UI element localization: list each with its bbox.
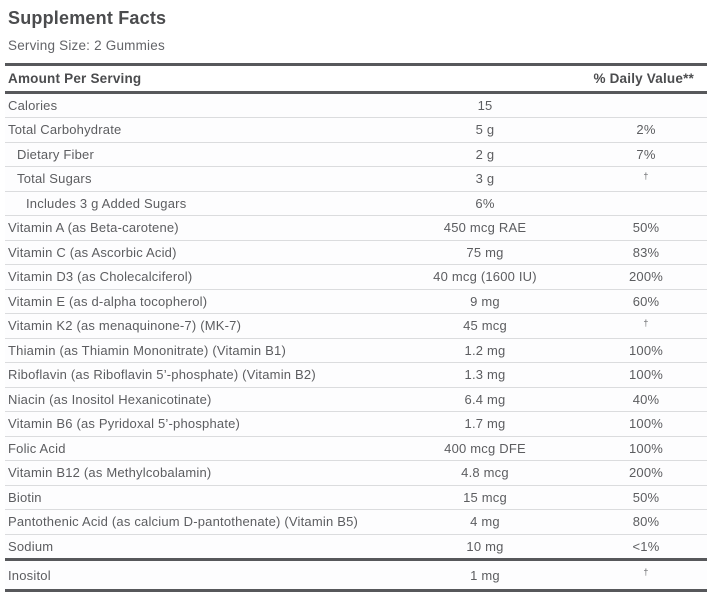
nutrient-daily-value: † xyxy=(643,567,649,578)
nutrient-amount: 6.4 mg xyxy=(464,391,506,407)
serving-size-text: Serving Size: 2 Gummies xyxy=(8,37,165,53)
nutrient-name: Vitamin B12 (as Methylcobalamin) xyxy=(8,465,212,481)
nutrient-daily-value: 83% xyxy=(632,244,660,260)
nutrient-daily-value: 60% xyxy=(632,293,660,309)
table-body: Calories 15 Total Carbohydrate 5 g 2% Di… xyxy=(5,93,707,593)
nutrient-amount: 9 mg xyxy=(470,293,500,309)
nutrient-daily-value: † xyxy=(643,317,649,328)
table-row: Niacin (as Inositol Hexanicotinate) 6.4 … xyxy=(5,387,707,413)
nutrient-daily-value: <1% xyxy=(632,538,660,554)
nutrient-name: Vitamin D3 (as Cholecalciferol) xyxy=(8,269,193,285)
table-row: Pantothenic Acid (as calcium D-pantothen… xyxy=(5,510,707,535)
nutrient-name: Vitamin C (as Ascorbic Acid) xyxy=(8,244,177,260)
nutrient-daily-value: 50% xyxy=(632,489,660,505)
table-row: Dietary Fiber 2 g 7% xyxy=(5,142,707,168)
nutrient-daily-value: 40% xyxy=(632,391,660,407)
nutrient-amount: 6% xyxy=(475,195,495,211)
column-header-daily-value: % Daily Value** xyxy=(593,70,694,86)
table-row: Vitamin D3 (as Cholecalciferol) 40 mcg (… xyxy=(5,265,707,290)
nutrient-name: Includes 3 g Added Sugars xyxy=(26,195,187,211)
nutrient-name: Vitamin B6 (as Pyridoxal 5’-phosphate) xyxy=(8,416,241,432)
nutrient-name: Vitamin A (as Beta-carotene) xyxy=(8,220,179,236)
table-row: Vitamin B12 (as Methylcobalamin) 4.8 mcg… xyxy=(5,461,707,486)
nutrient-name: Pantothenic Acid (as calcium D-pantothen… xyxy=(8,514,359,530)
nutrient-daily-value: 100% xyxy=(628,416,664,432)
nutrient-amount: 15 mcg xyxy=(463,489,507,505)
table-row: Vitamin A (as Beta-carotene) 450 mcg RAE… xyxy=(5,216,707,241)
nutrient-amount: 1 mg xyxy=(470,567,500,583)
nutrient-daily-value: 80% xyxy=(632,514,660,530)
nutrient-name: Vitamin K2 (as menaquinone-7) (MK-7) xyxy=(8,318,242,334)
nutrient-daily-value: 2% xyxy=(636,122,656,138)
nutrient-name: Riboflavin (as Riboflavin 5’-phosphate) … xyxy=(8,367,316,383)
nutrient-amount: 4.8 mcg xyxy=(461,465,509,481)
table-row: Vitamin E (as d-alpha tocopherol) 9 mg 6… xyxy=(5,289,707,315)
nutrient-name: Thiamin (as Thiamin Mononitrate) (Vitami… xyxy=(8,342,287,358)
nutrient-amount: 5 g xyxy=(475,122,495,138)
nutrient-daily-value: 100% xyxy=(628,342,664,358)
nutrient-daily-value: 50% xyxy=(632,220,660,236)
table-row: Vitamin K2 (as menaquinone-7) (MK-7) 45 … xyxy=(5,314,707,339)
nutrient-amount: 40 mcg (1600 IU) xyxy=(433,269,537,285)
table-row: Thiamin (as Thiamin Mononitrate) (Vitami… xyxy=(5,338,707,364)
nutrient-name: Total Sugars xyxy=(17,171,92,187)
table-row: Sodium 10 mg <1% xyxy=(5,534,707,562)
nutrient-name: Biotin xyxy=(8,489,42,505)
nutrient-name: Calories xyxy=(8,97,58,113)
title-block: Supplement Facts Serving Size: 2 Gummies xyxy=(0,0,711,53)
nutrient-name: Sodium xyxy=(8,538,54,554)
nutrient-daily-value: 100% xyxy=(628,440,664,456)
nutrient-name: Folic Acid xyxy=(8,440,66,456)
table-row: Vitamin C (as Ascorbic Acid) 75 mg 83% xyxy=(5,240,707,266)
nutrient-daily-value: † xyxy=(643,170,649,181)
nutrient-amount: 1.3 mg xyxy=(464,367,506,383)
nutrient-name: Total Carbohydrate xyxy=(8,122,122,138)
column-header-amount-per-serving: Amount Per Serving xyxy=(8,70,142,86)
nutrient-daily-value: 100% xyxy=(628,367,664,383)
table-row: Inositol 1 mg † xyxy=(5,561,707,593)
nutrient-amount: 45 mcg xyxy=(463,318,507,334)
nutrient-amount: 1.7 mg xyxy=(464,416,506,432)
nutrient-amount: 450 mcg RAE xyxy=(443,220,527,236)
table-row: Includes 3 g Added Sugars 6% xyxy=(5,191,707,217)
page-title: Supplement Facts xyxy=(8,8,167,28)
nutrient-amount: 2 g xyxy=(475,146,495,162)
nutrient-amount: 4 mg xyxy=(470,514,500,530)
nutrient-daily-value: 7% xyxy=(636,146,656,162)
nutrient-daily-value: 200% xyxy=(628,269,664,285)
table-row: Riboflavin (as Riboflavin 5’-phosphate) … xyxy=(5,363,707,388)
nutrient-name: Niacin (as Inositol Hexanicotinate) xyxy=(8,391,212,407)
nutrient-amount: 3 g xyxy=(475,171,495,187)
nutrient-amount: 75 mg xyxy=(466,244,504,260)
nutrient-daily-value: 200% xyxy=(628,465,664,481)
nutrient-amount: 400 mcg DFE xyxy=(444,440,526,456)
table-row: Vitamin B6 (as Pyridoxal 5’-phosphate) 1… xyxy=(5,412,707,437)
nutrient-name: Dietary Fiber xyxy=(17,146,95,162)
nutrient-name: Vitamin E (as d-alpha tocopherol) xyxy=(8,293,208,309)
table-row: Biotin 15 mcg 50% xyxy=(5,485,707,511)
table-row: Calories 15 xyxy=(5,93,707,119)
nutrient-amount: 15 xyxy=(477,97,493,113)
nutrient-name: Inositol xyxy=(8,567,51,583)
facts-table: Amount Per Serving % Daily Value** Calor… xyxy=(5,62,707,593)
table-row: Total Sugars 3 g † xyxy=(5,167,707,192)
table-row: Folic Acid 400 mcg DFE 100% xyxy=(5,436,707,462)
nutrient-amount: 10 mg xyxy=(466,538,504,554)
table-row: Total Carbohydrate 5 g 2% xyxy=(5,118,707,143)
table-header-row: Amount Per Serving % Daily Value** xyxy=(5,62,707,94)
nutrient-amount: 1.2 mg xyxy=(464,342,506,358)
